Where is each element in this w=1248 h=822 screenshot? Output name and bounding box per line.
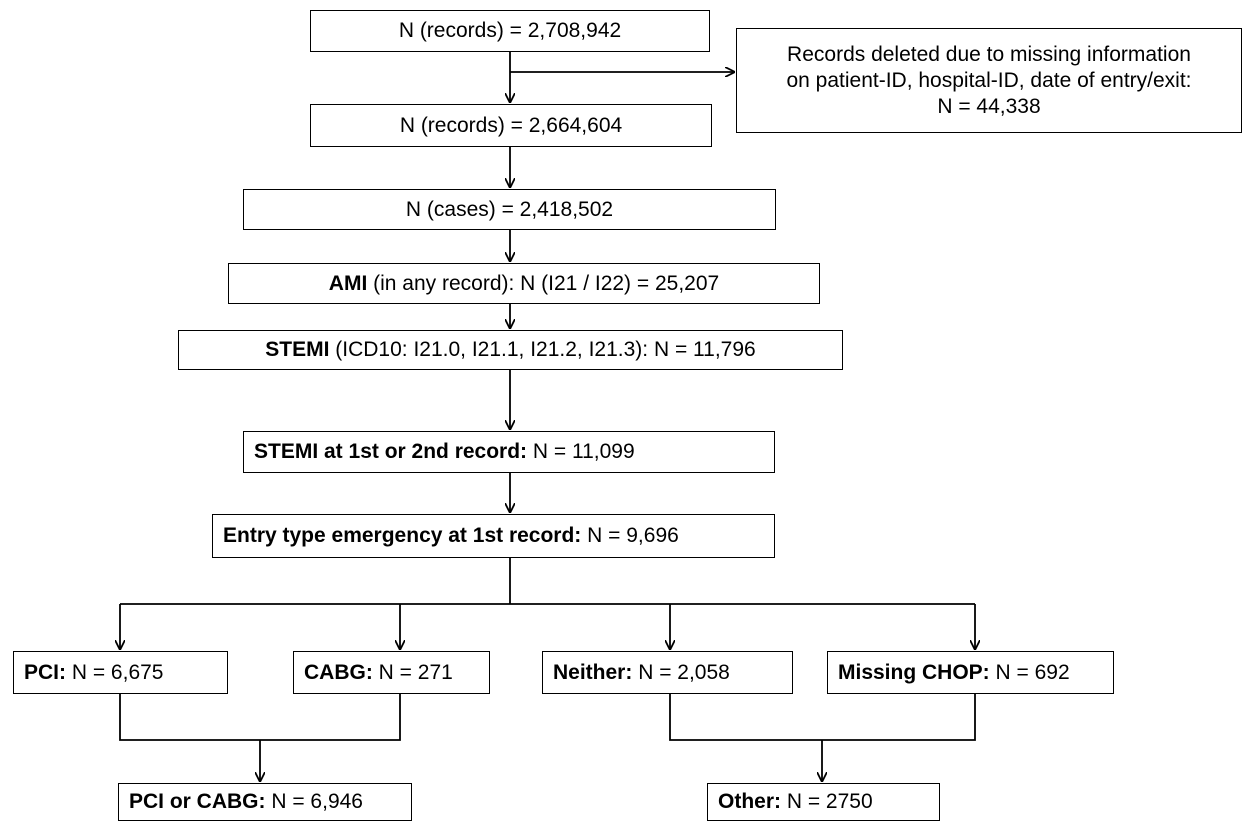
box-label-bold: Neither: <box>553 660 633 684</box>
box-label-bold: CABG: <box>304 660 373 684</box>
flow-box: Neither: N = 2,058 <box>542 651 793 694</box>
box-label: N = 2,058 <box>632 660 730 684</box>
box-label-bold: PCI or CABG: <box>129 790 266 813</box>
side-note-line: on patient-ID, hospital-ID, date of entr… <box>786 68 1192 92</box>
box-label-bold: AMI <box>328 271 368 295</box>
flow-box: STEMI at 1st or 2nd record: N = 11,099 <box>243 431 775 473</box>
box-label: N = 6,946 <box>265 790 363 813</box>
flow-box: Missing CHOP: N = 692 <box>827 651 1114 694</box>
side-note-line: Records deleted due to missing informati… <box>787 42 1191 66</box>
box-label-bold: Missing CHOP: <box>838 660 990 684</box>
box-label: N = 271 <box>372 660 453 684</box>
box-label-bold: STEMI at 1st or 2nd record: <box>254 440 528 463</box>
box-label: N = 11,099 <box>527 440 635 463</box>
side-note-box: Records deleted due to missing informati… <box>736 28 1242 133</box>
box-label: N = 9,696 <box>581 524 679 547</box>
connector <box>669 694 976 741</box>
flow-box: Other: N = 2750 <box>707 783 940 821</box>
box-label: N (records) = 2,708,942 <box>398 19 622 42</box>
connector <box>119 694 401 741</box>
box-label-bold: STEMI <box>265 338 330 361</box>
box-label-bold: Other: <box>718 790 781 813</box>
box-label: N = 6,675 <box>66 660 164 684</box>
box-label: N (cases) = 2,418,502 <box>405 197 614 221</box>
box-label: N = 692 <box>989 660 1070 684</box>
side-note-line: N = 44,338 <box>937 94 1041 118</box>
flow-box: N (records) = 2,664,604 <box>310 104 712 147</box>
box-label: N (records) = 2,664,604 <box>399 113 623 137</box>
flow-box: PCI: N = 6,675 <box>13 651 228 694</box>
box-label: (in any record): N (I21 / I22) = 25,207 <box>367 271 720 295</box>
box-label: N = 2750 <box>781 790 873 813</box>
flow-box: PCI or CABG: N = 6,946 <box>118 783 412 821</box>
flow-box: CABG: N = 271 <box>293 651 490 694</box>
flow-box: Entry type emergency at 1st record: N = … <box>212 514 775 558</box>
flow-box: N (records) = 2,708,942 <box>310 10 710 52</box>
flow-box: AMI (in any record): N (I21 / I22) = 25,… <box>228 263 820 304</box>
flow-box: STEMI (ICD10: I21.0, I21.1, I21.2, I21.3… <box>178 330 843 370</box>
box-label: (ICD10: I21.0, I21.1, I21.2, I21.3): N =… <box>329 338 756 361</box>
box-label-bold: Entry type emergency at 1st record: <box>223 524 582 547</box>
box-label-bold: PCI: <box>24 660 66 684</box>
flow-box: N (cases) = 2,418,502 <box>243 189 776 230</box>
